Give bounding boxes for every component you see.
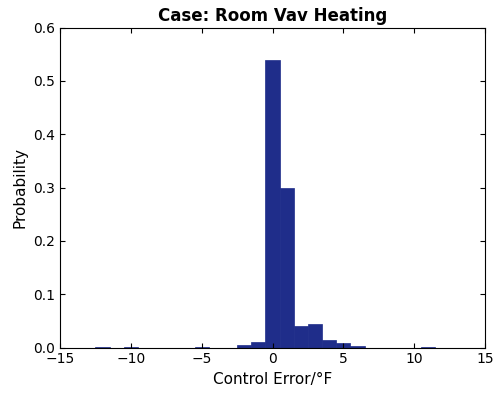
Bar	[308, 324, 322, 348]
Bar	[421, 347, 436, 348]
Bar	[266, 60, 280, 348]
X-axis label: Control Error/°F: Control Error/°F	[213, 372, 332, 387]
Bar	[96, 347, 110, 348]
Bar	[322, 340, 336, 348]
Title: Case: Room Vav Heating: Case: Room Vav Heating	[158, 7, 387, 25]
Bar	[124, 346, 138, 348]
Bar	[237, 345, 252, 348]
Bar	[194, 346, 209, 348]
Bar	[350, 346, 364, 348]
Bar	[280, 188, 294, 348]
Bar	[252, 342, 266, 348]
Bar	[294, 326, 308, 348]
Bar	[336, 343, 350, 348]
Y-axis label: Probability: Probability	[12, 147, 28, 228]
